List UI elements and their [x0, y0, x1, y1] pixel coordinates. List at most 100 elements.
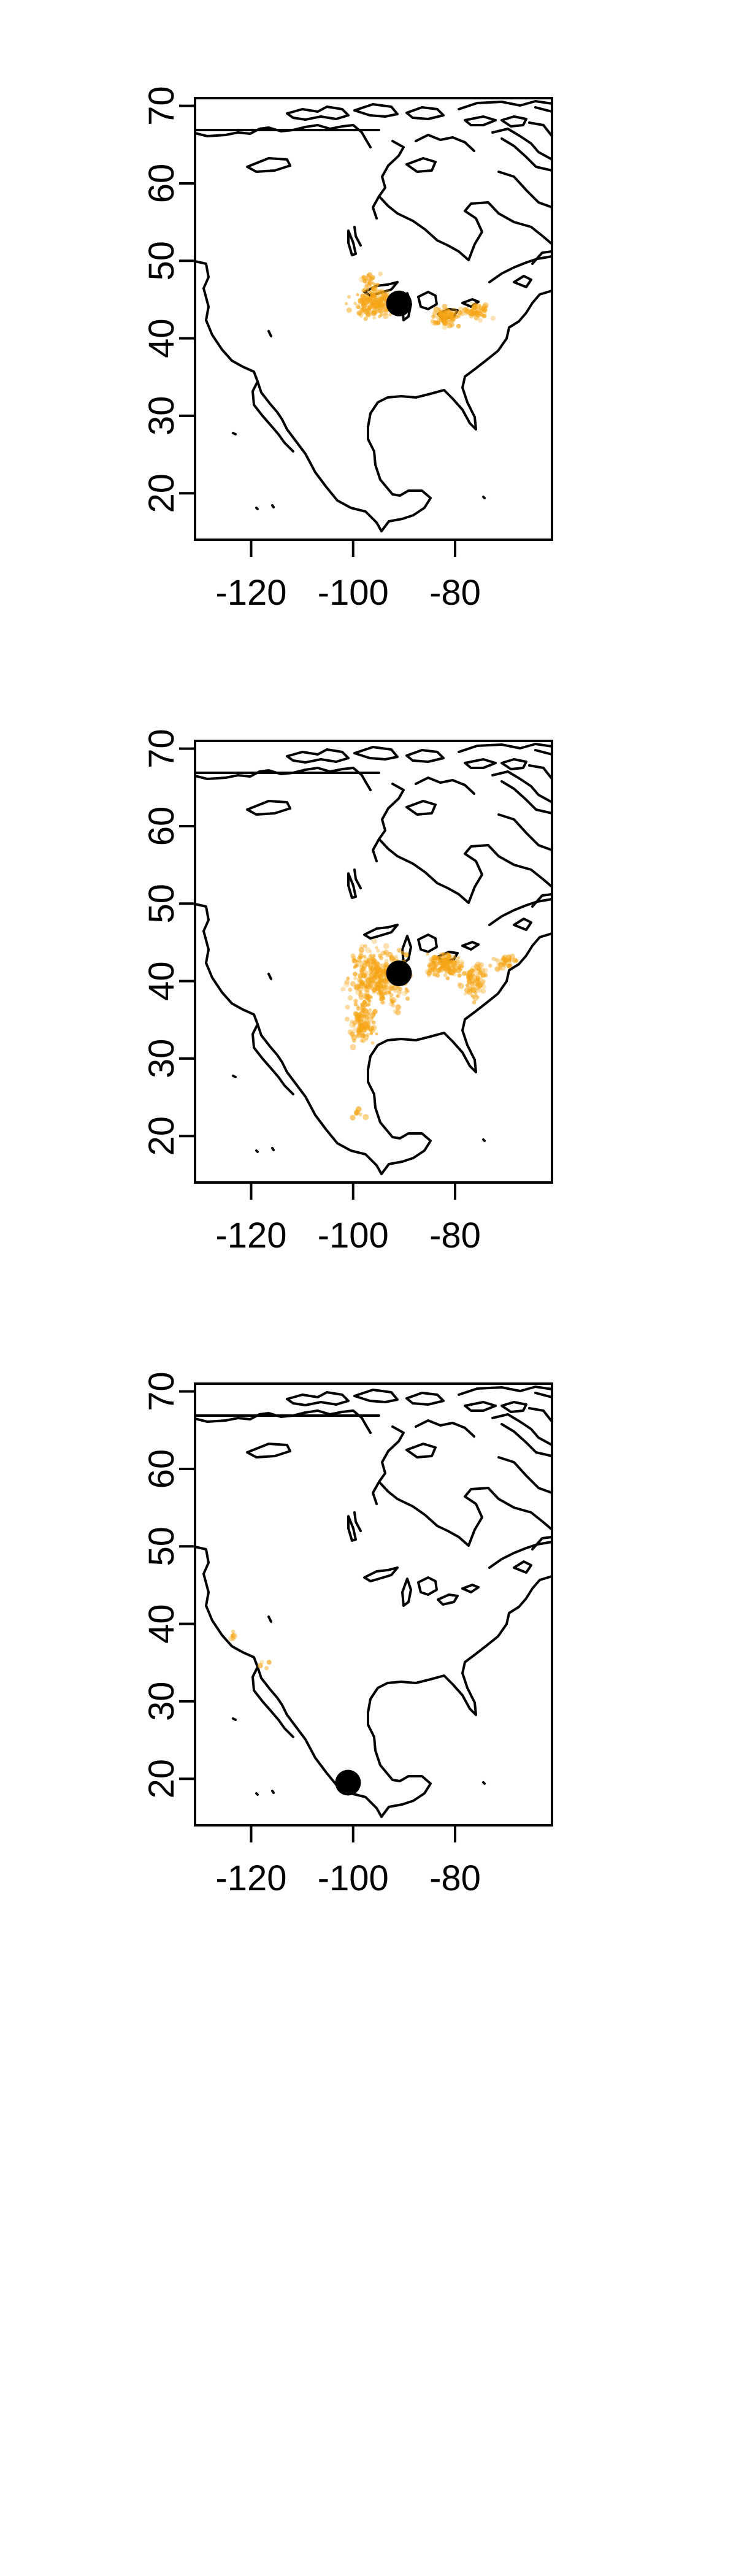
occurrence-point	[488, 964, 493, 968]
occurrence-point	[359, 964, 364, 969]
occurrence-point	[490, 315, 496, 321]
occurrence-point	[447, 954, 452, 959]
occurrence-point	[364, 960, 368, 964]
occurrence-point	[429, 957, 435, 963]
occurrence-point	[376, 984, 381, 989]
occurrence-point	[363, 316, 368, 321]
occurrence-point	[367, 957, 372, 963]
occurrence-point	[467, 970, 471, 974]
occurrence-point	[381, 307, 388, 313]
y-tick-label: 70	[142, 729, 182, 769]
occurrence-point	[381, 310, 388, 316]
occurrence-point	[405, 987, 408, 991]
plot-frame	[194, 97, 553, 541]
occurrence-point	[370, 1041, 375, 1045]
occurrence-point	[432, 320, 439, 326]
y-tick-label: 60	[142, 1449, 182, 1489]
location-marker	[386, 960, 412, 986]
occurrence-point	[457, 982, 462, 987]
occurrence-point	[367, 281, 372, 285]
occurrence-point	[343, 981, 350, 987]
occurrence-point	[375, 1032, 378, 1036]
occurrence-point	[426, 970, 432, 976]
occurrence-point	[358, 959, 362, 964]
occurrence-points	[345, 271, 496, 330]
occurrence-point	[367, 280, 374, 286]
occurrence-point	[372, 979, 375, 984]
y-axis-2: 20 30 40 50 60 70	[142, 729, 195, 1156]
occurrence-point	[458, 983, 464, 989]
occurrence-point	[367, 1016, 374, 1022]
occurrence-point	[352, 1020, 358, 1025]
occurrence-point	[375, 981, 379, 985]
occurrence-point	[356, 1005, 360, 1009]
occurrence-point	[354, 1109, 360, 1116]
occurrence-point	[378, 976, 383, 981]
occurrence-point	[369, 977, 375, 983]
occurrence-point	[367, 280, 371, 285]
occurrence-point	[360, 979, 365, 985]
occurrence-point	[372, 1020, 375, 1024]
occurrence-point	[380, 1000, 385, 1005]
x-tick-label: -100	[318, 1216, 389, 1255]
occurrence-point	[374, 301, 379, 305]
occurrence-point	[353, 972, 358, 977]
occurrence-point	[358, 276, 365, 283]
occurrence-point	[384, 963, 388, 967]
occurrence-point	[366, 301, 369, 305]
occurrence-point	[364, 1038, 369, 1042]
occurrence-point	[443, 973, 448, 978]
occurrence-point	[433, 960, 439, 967]
occurrence-point	[461, 961, 464, 965]
occurrence-point	[432, 310, 437, 315]
occurrence-point	[405, 996, 410, 1001]
occurrence-point	[367, 1002, 371, 1006]
occurrence-point	[364, 994, 370, 1000]
y-tick-label: 20	[142, 473, 182, 513]
occurrence-point	[452, 967, 458, 973]
occurrence-point	[374, 970, 378, 975]
occurrence-point	[468, 986, 473, 991]
occurrence-point	[443, 310, 447, 314]
occurrence-point	[358, 994, 365, 1000]
occurrence-point	[378, 983, 383, 989]
occurrence-point	[478, 318, 483, 323]
occurrence-point	[388, 313, 392, 316]
occurrence-point	[481, 984, 486, 989]
occurrence-point	[474, 968, 481, 975]
occurrence-point	[378, 297, 383, 302]
occurrence-point	[494, 966, 500, 972]
occurrence-point	[455, 967, 461, 973]
occurrence-point	[347, 295, 351, 299]
occurrence-point	[426, 953, 429, 956]
occurrence-point	[378, 975, 382, 979]
occurrence-point	[466, 983, 470, 987]
occurrence-point	[363, 1009, 369, 1014]
occurrence-point	[470, 987, 476, 994]
occurrence-point	[401, 951, 405, 956]
x-tick-label: -100	[318, 1858, 389, 1898]
occurrence-point	[346, 976, 350, 981]
occurrence-point	[358, 992, 364, 998]
occurrence-point	[464, 312, 468, 316]
occurrence-point	[478, 970, 483, 976]
y-tick-label: 70	[142, 86, 182, 126]
occurrence-point	[363, 944, 367, 948]
occurrence-point	[266, 1660, 272, 1665]
occurrence-point	[375, 976, 380, 981]
occurrence-point	[356, 293, 359, 296]
occurrence-point	[359, 297, 364, 302]
y-tick-label: 20	[142, 1116, 182, 1156]
occurrence-point	[495, 958, 499, 962]
y-tick-label: 60	[142, 807, 182, 846]
occurrence-point	[481, 313, 486, 318]
occurrence-point	[470, 994, 474, 998]
occurrence-point	[475, 982, 480, 987]
occurrence-point	[369, 1032, 374, 1035]
occurrence-point	[376, 962, 380, 965]
occurrence-point	[470, 965, 477, 972]
occurrence-point	[431, 314, 435, 319]
occurrence-point	[496, 962, 500, 966]
map-panel-1	[194, 97, 553, 541]
x-axis-1: -120 -100 -80	[215, 540, 481, 613]
